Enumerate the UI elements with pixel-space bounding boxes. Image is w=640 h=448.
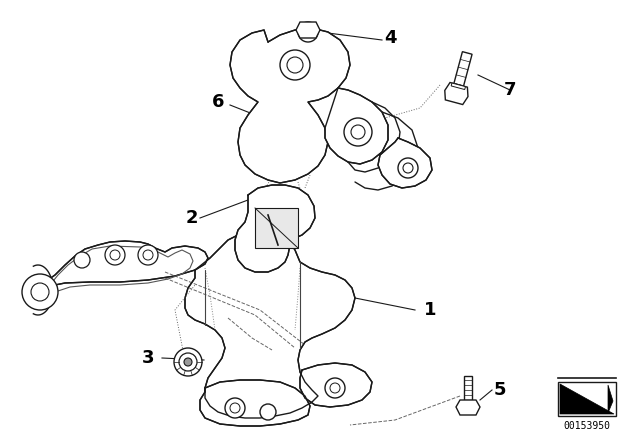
Polygon shape [454, 52, 472, 86]
Text: 2: 2 [186, 209, 198, 227]
Circle shape [110, 250, 120, 260]
Polygon shape [296, 22, 320, 38]
Text: 6: 6 [212, 93, 224, 111]
Circle shape [225, 398, 245, 418]
Polygon shape [451, 83, 465, 90]
Text: 1: 1 [424, 301, 436, 319]
Polygon shape [378, 138, 432, 188]
Polygon shape [30, 241, 208, 295]
Circle shape [143, 250, 153, 260]
Circle shape [31, 283, 49, 301]
Polygon shape [558, 382, 616, 416]
Circle shape [344, 118, 372, 146]
Circle shape [330, 383, 340, 393]
Circle shape [280, 50, 310, 80]
Circle shape [287, 57, 303, 73]
Circle shape [22, 274, 58, 310]
Circle shape [174, 348, 202, 376]
Polygon shape [200, 380, 310, 426]
Polygon shape [235, 185, 315, 272]
Circle shape [230, 403, 240, 413]
Polygon shape [560, 384, 614, 414]
Circle shape [298, 22, 318, 42]
Polygon shape [464, 376, 472, 400]
Polygon shape [456, 400, 480, 415]
Circle shape [403, 163, 413, 173]
Text: 3: 3 [141, 349, 154, 367]
Polygon shape [608, 385, 613, 413]
Polygon shape [300, 363, 372, 407]
Polygon shape [445, 82, 468, 104]
Circle shape [398, 158, 418, 178]
Polygon shape [230, 28, 350, 183]
Circle shape [74, 252, 90, 268]
Circle shape [325, 378, 345, 398]
Circle shape [184, 358, 192, 366]
Text: 00153950: 00153950 [563, 421, 611, 431]
Text: 5: 5 [493, 381, 506, 399]
Polygon shape [255, 208, 298, 248]
Circle shape [260, 404, 276, 420]
Text: 4: 4 [384, 29, 396, 47]
Text: 7: 7 [504, 81, 516, 99]
Polygon shape [185, 230, 355, 418]
Circle shape [303, 27, 313, 37]
Circle shape [138, 245, 158, 265]
Circle shape [105, 245, 125, 265]
Circle shape [179, 353, 197, 371]
Circle shape [351, 125, 365, 139]
Polygon shape [325, 88, 388, 164]
